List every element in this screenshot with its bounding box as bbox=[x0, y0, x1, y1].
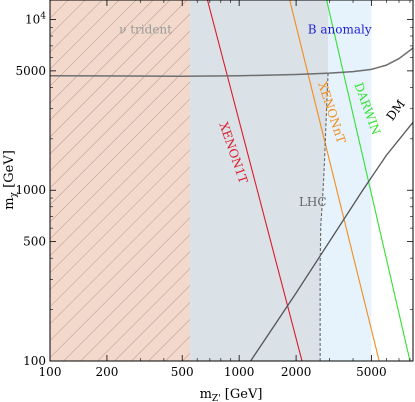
x-tick-label: 200 bbox=[95, 365, 118, 379]
dm-line bbox=[250, 121, 413, 361]
darwin-line bbox=[326, 0, 411, 361]
nu-trident-label: ν trident bbox=[119, 22, 172, 36]
x-tick-label: 1000 bbox=[224, 365, 255, 379]
lhc-line bbox=[319, 73, 329, 361]
xenonnt-line bbox=[289, 0, 380, 361]
nu-trident-hatch bbox=[50, 0, 191, 361]
x-axis-title: mZ' [GeV] bbox=[200, 387, 263, 402]
plot-frame bbox=[49, 0, 414, 362]
regions bbox=[50, 0, 372, 361]
x-tick-label: 500 bbox=[171, 365, 194, 379]
curves bbox=[50, 0, 413, 361]
x-tick-label: 100 bbox=[39, 365, 62, 379]
lhc-label: LHC bbox=[299, 195, 327, 209]
y-axis-title: mχ [GeV] bbox=[2, 150, 19, 210]
y-tick-label: 5000 bbox=[15, 64, 46, 78]
y-tick-label: 104 bbox=[25, 11, 46, 26]
x-tick-label: 2000 bbox=[281, 365, 312, 379]
upper-curve bbox=[50, 47, 413, 77]
y-tick-label: 100 bbox=[23, 354, 46, 368]
y-tick-label: 1000 bbox=[15, 183, 46, 197]
xenon1t-line bbox=[206, 0, 303, 361]
x-tick-label: 5000 bbox=[356, 365, 387, 379]
y-tick-label: 500 bbox=[23, 235, 46, 249]
lhc-excluded-region bbox=[190, 0, 329, 361]
ticks: 100 200 500 1000 2000 5000 100 500 1000 5000 104 bbox=[15, 0, 413, 379]
b-anomaly-label: B anomaly bbox=[308, 22, 372, 36]
